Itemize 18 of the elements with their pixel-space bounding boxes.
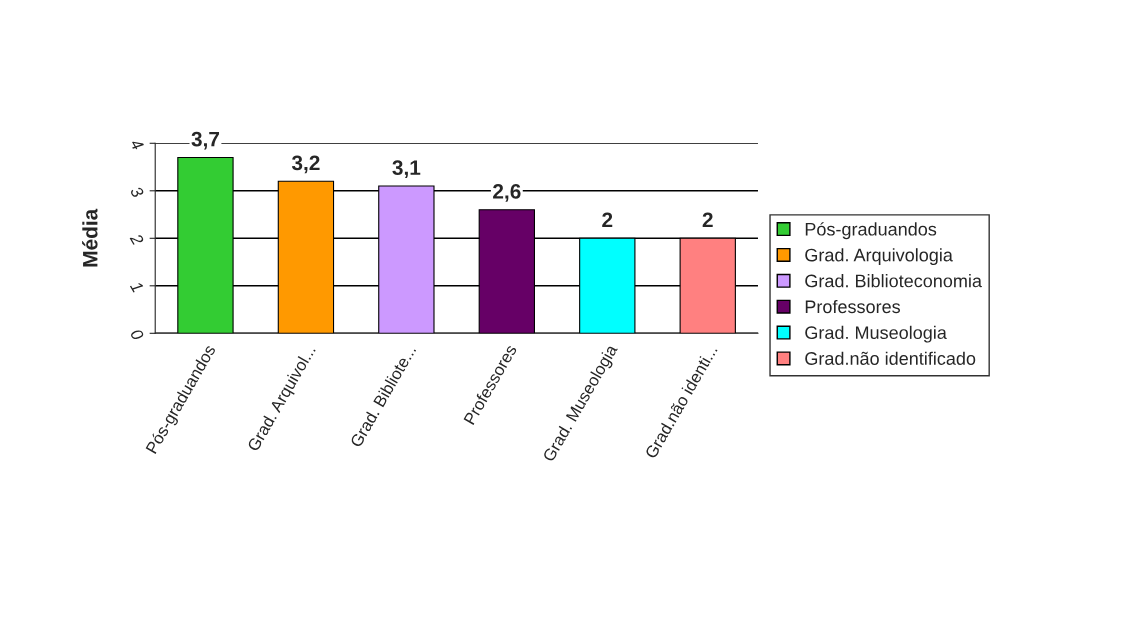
data-label: 2 — [602, 212, 613, 228]
data-label: 3,7 — [191, 131, 220, 150]
data-label: 2,6 — [493, 183, 521, 202]
legend-label: Grad. Arquivologia — [805, 248, 953, 266]
data-label: 3,2 — [291, 155, 320, 174]
y-tick-label: 3 — [129, 185, 145, 199]
y-tick-label: 1 — [129, 280, 144, 293]
legend-label: Grad. Biblioteconomia — [805, 274, 982, 288]
y-tick-label: 0 — [129, 328, 145, 342]
legend-label: Pós-graduandos — [805, 222, 937, 240]
y-tick-label: 4 — [129, 137, 144, 151]
y-axis-title: Média — [82, 208, 98, 267]
data-label: 2 — [702, 212, 713, 228]
y-tick-label: 2 — [129, 232, 145, 247]
legend-label: Professores — [805, 299, 901, 314]
legend-label: Grad.não identificado — [805, 351, 976, 365]
data-label: 3,1 — [392, 160, 421, 178]
legend-label: Grad. Museologia — [805, 325, 947, 343]
